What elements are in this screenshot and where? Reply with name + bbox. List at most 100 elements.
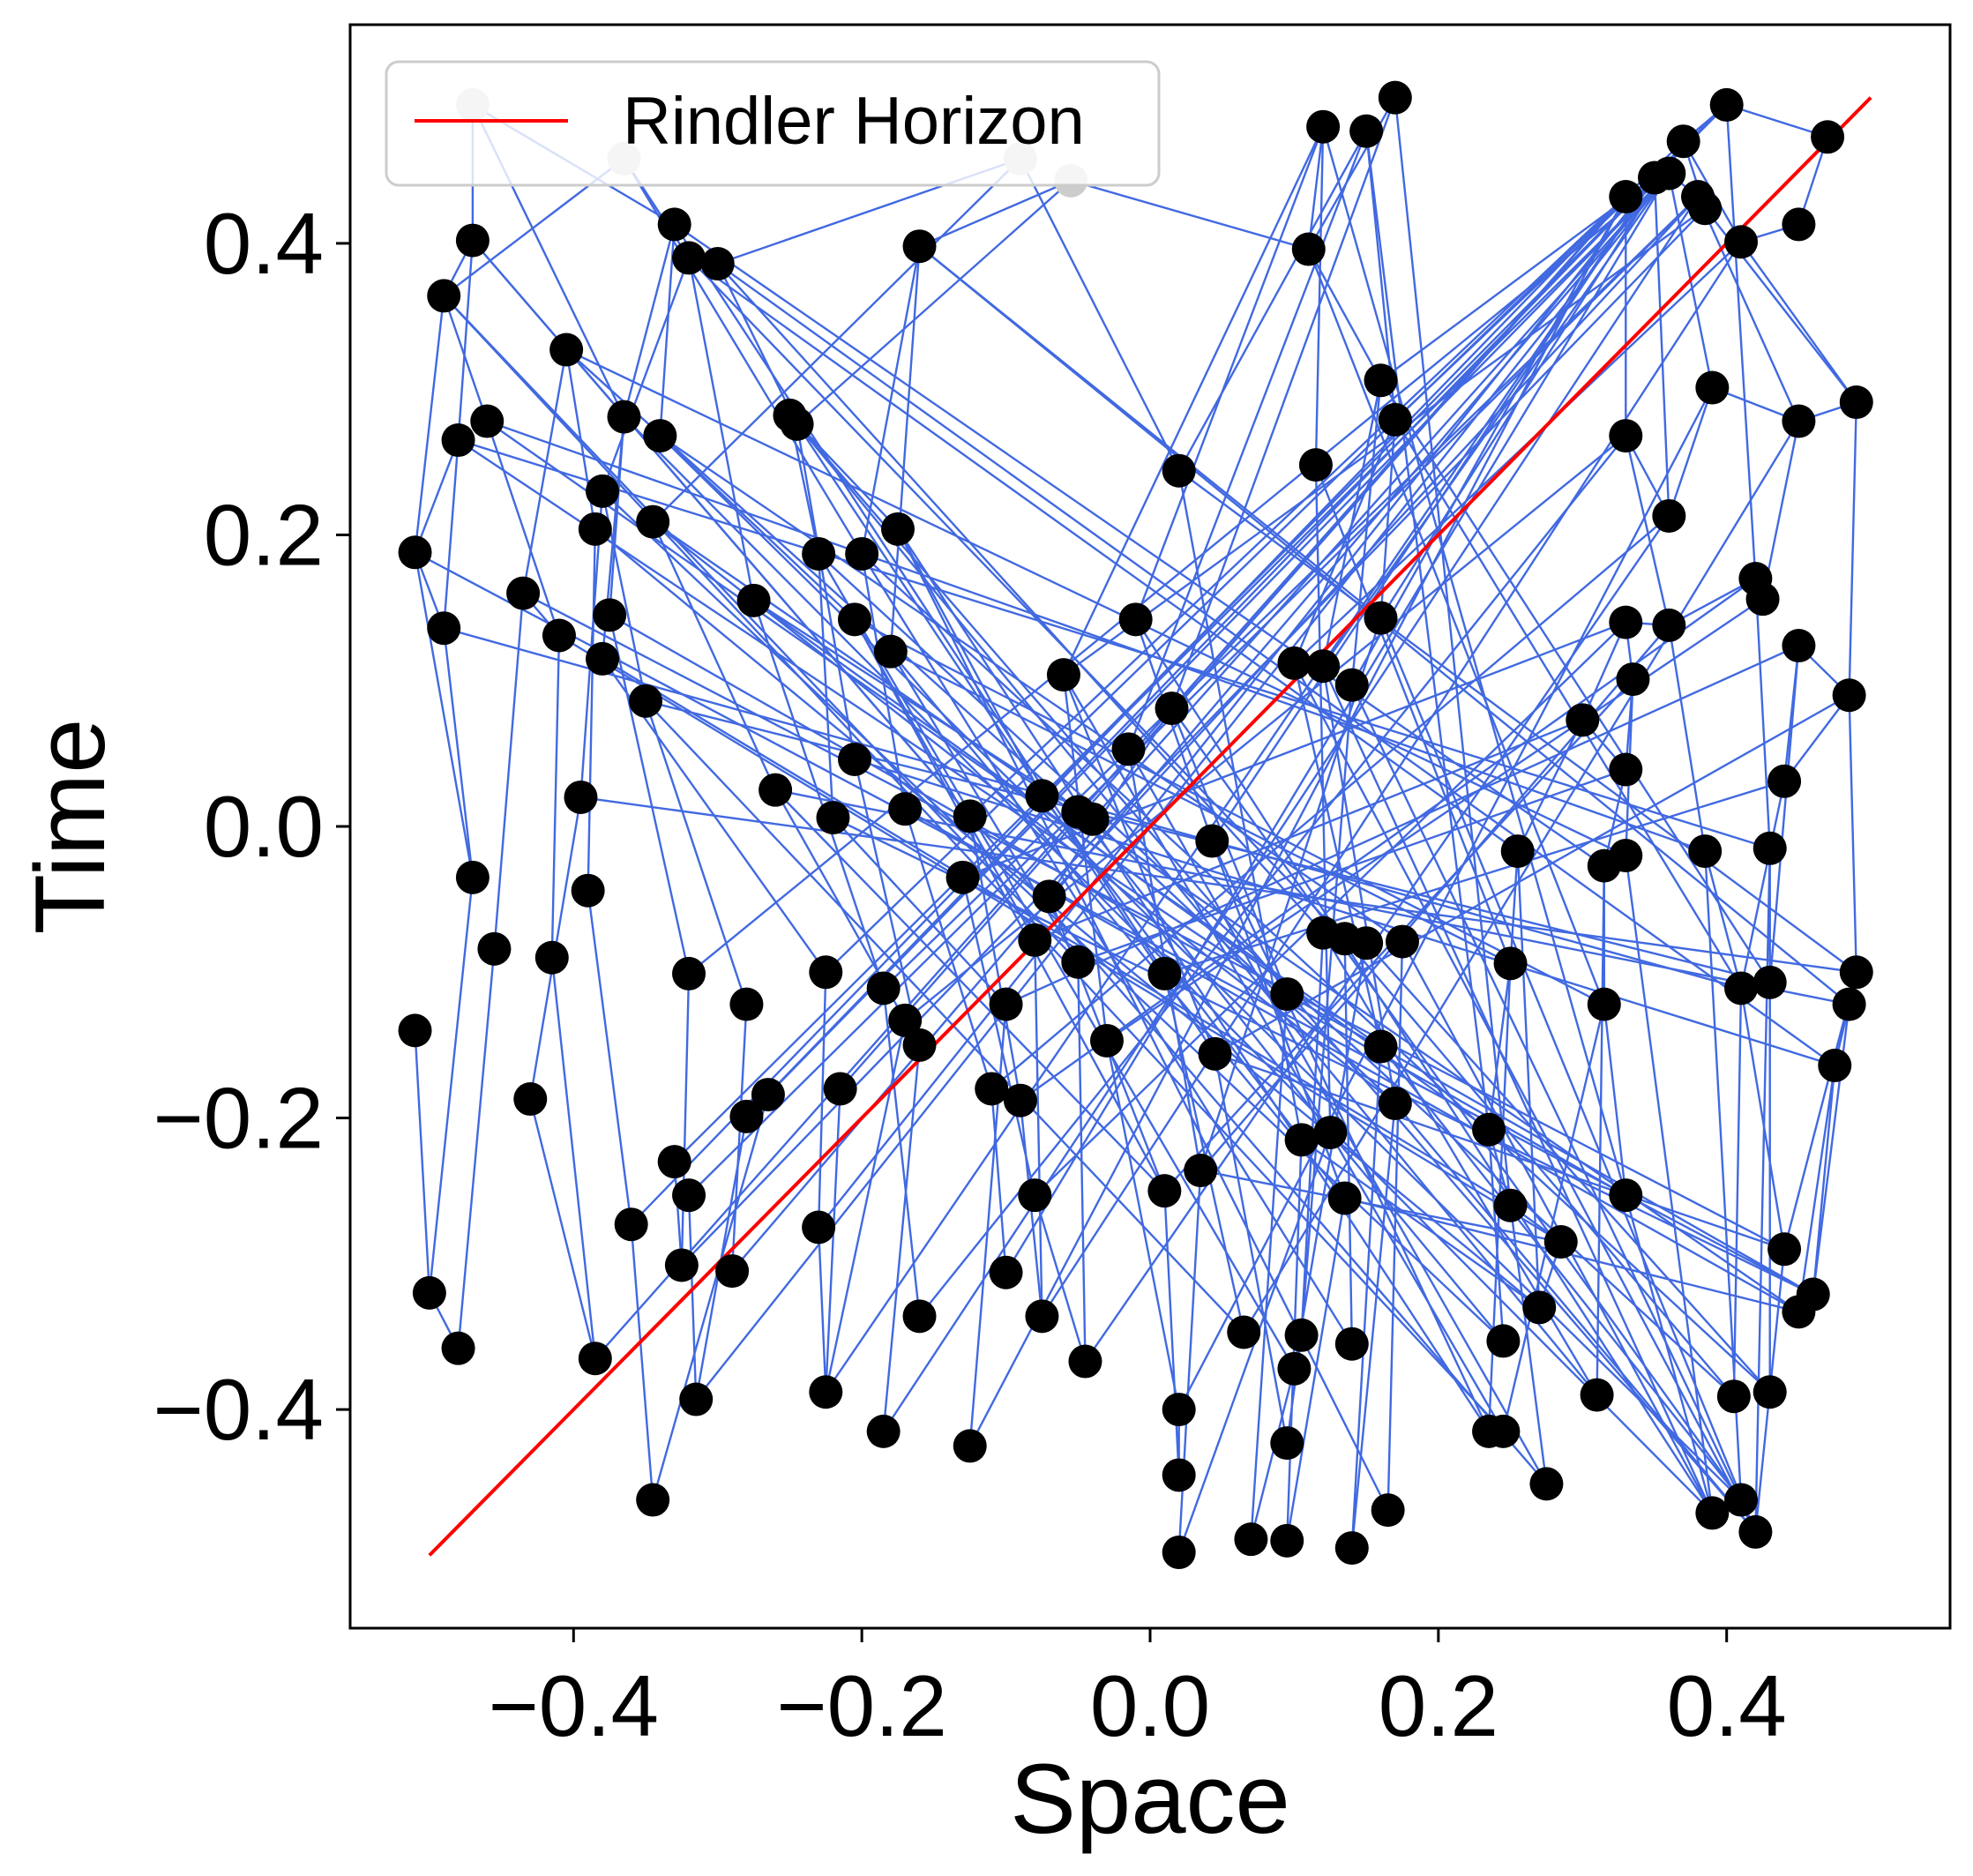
causal-edge [1394, 419, 1743, 990]
event-point [672, 956, 706, 990]
causal-edge [1034, 719, 1583, 942]
causal-edge [1603, 1004, 1627, 1196]
event-point [1688, 834, 1723, 869]
causal-edge [1163, 1191, 1180, 1476]
causal-edge [825, 1088, 841, 1393]
causal-edge [1732, 988, 1743, 1397]
causal-edge [1739, 988, 1786, 1250]
causal-edge [644, 700, 748, 1005]
causal-edge [1625, 435, 1670, 626]
causal-edge [904, 808, 993, 1089]
event-point [1709, 87, 1744, 122]
causal-edge [587, 890, 632, 1225]
causal-edge [774, 789, 1166, 1192]
causal-edge [1214, 694, 1850, 1055]
event-point [1089, 1023, 1124, 1058]
causal-edge [1783, 694, 1850, 782]
causal-edge [1070, 179, 1310, 250]
event-point [1493, 1188, 1528, 1222]
causal-edge [1170, 97, 1396, 709]
causal-edge [486, 421, 561, 636]
event-point [845, 536, 879, 571]
causal-edge [1344, 1197, 1799, 1313]
causal-edge [1170, 196, 1627, 709]
causal-edge [817, 1227, 827, 1393]
event-point [455, 860, 490, 894]
y-tick-label: 0.4 [204, 195, 324, 292]
causal-edge [1034, 1194, 1087, 1362]
event-point [1745, 582, 1780, 617]
x-tick-label: 0.4 [1667, 1657, 1787, 1754]
event-point [1018, 923, 1052, 957]
causal-edge [687, 1195, 698, 1400]
event-point [729, 987, 764, 1021]
event-point [1767, 764, 1802, 798]
causal-edge [1307, 126, 1325, 250]
event-point [1068, 1344, 1102, 1379]
event-point [902, 1299, 937, 1334]
causal-edge [486, 420, 1382, 1048]
event-point [1609, 839, 1643, 873]
causal-edge [832, 817, 1007, 1005]
causal-edge [854, 758, 1835, 1067]
causal-edge [882, 988, 921, 1317]
causal-edge [1243, 420, 1800, 1334]
event-point [1782, 629, 1816, 663]
event-point [571, 873, 605, 908]
causal-edge [1350, 196, 1627, 686]
event-point [1162, 1458, 1196, 1492]
causal-edge [522, 592, 1785, 1251]
causal-edge [1379, 1045, 1742, 1501]
event-point [1839, 955, 1873, 990]
causal-edge [550, 635, 561, 958]
event-point [1195, 824, 1229, 858]
event-point [1832, 678, 1866, 713]
causal-edge [1350, 1102, 1397, 1549]
causal-edge [1379, 379, 1771, 983]
causal-edge [609, 614, 1626, 1197]
causal-edge [796, 423, 1598, 1396]
event-point [1587, 987, 1621, 1021]
event-point [1349, 926, 1384, 960]
event-point [636, 505, 670, 539]
causal-edge [1307, 249, 1605, 1005]
event-point [1724, 1483, 1759, 1517]
event-point [1738, 1514, 1773, 1549]
event-point [1291, 232, 1326, 266]
event-point [866, 971, 901, 1005]
causal-edge [1177, 131, 1368, 472]
causal-edge [687, 258, 755, 602]
event-point [1061, 945, 1095, 979]
event-point [809, 955, 843, 990]
event-point [989, 987, 1023, 1021]
causal-edge [1516, 851, 1541, 1308]
causal-edge [443, 628, 475, 878]
event-point [945, 860, 980, 894]
causal-edge [673, 172, 1670, 1162]
causal-edge [1509, 851, 1519, 964]
causal-edge [716, 263, 1324, 934]
event-point [1155, 691, 1189, 726]
event-point [657, 207, 691, 242]
event-point [1796, 1277, 1830, 1312]
causal-edge [1848, 402, 1857, 696]
event-point [837, 602, 871, 637]
event-point [549, 333, 584, 367]
causal-edge [529, 1098, 596, 1359]
causal-edge [674, 223, 1605, 867]
event-point [1609, 180, 1643, 214]
causal-edge [558, 634, 1562, 1244]
causal-edge [968, 140, 1685, 818]
legend: Rindler Horizon [385, 60, 1161, 187]
causal-edge [580, 796, 1857, 974]
causal-edge [1250, 1368, 1296, 1540]
event-point [1543, 1225, 1578, 1259]
event-point [1609, 752, 1643, 787]
x-axis-ticks: −0.4 −0.2 0.0 0.2 0.4 [489, 1628, 1787, 1754]
causal-edge [1034, 939, 1043, 1317]
causal-edge [1754, 578, 1771, 848]
causal-edge [1343, 938, 1353, 1344]
event-point [398, 1013, 432, 1048]
causal-edge [818, 553, 1735, 1398]
event-point [1695, 370, 1730, 405]
